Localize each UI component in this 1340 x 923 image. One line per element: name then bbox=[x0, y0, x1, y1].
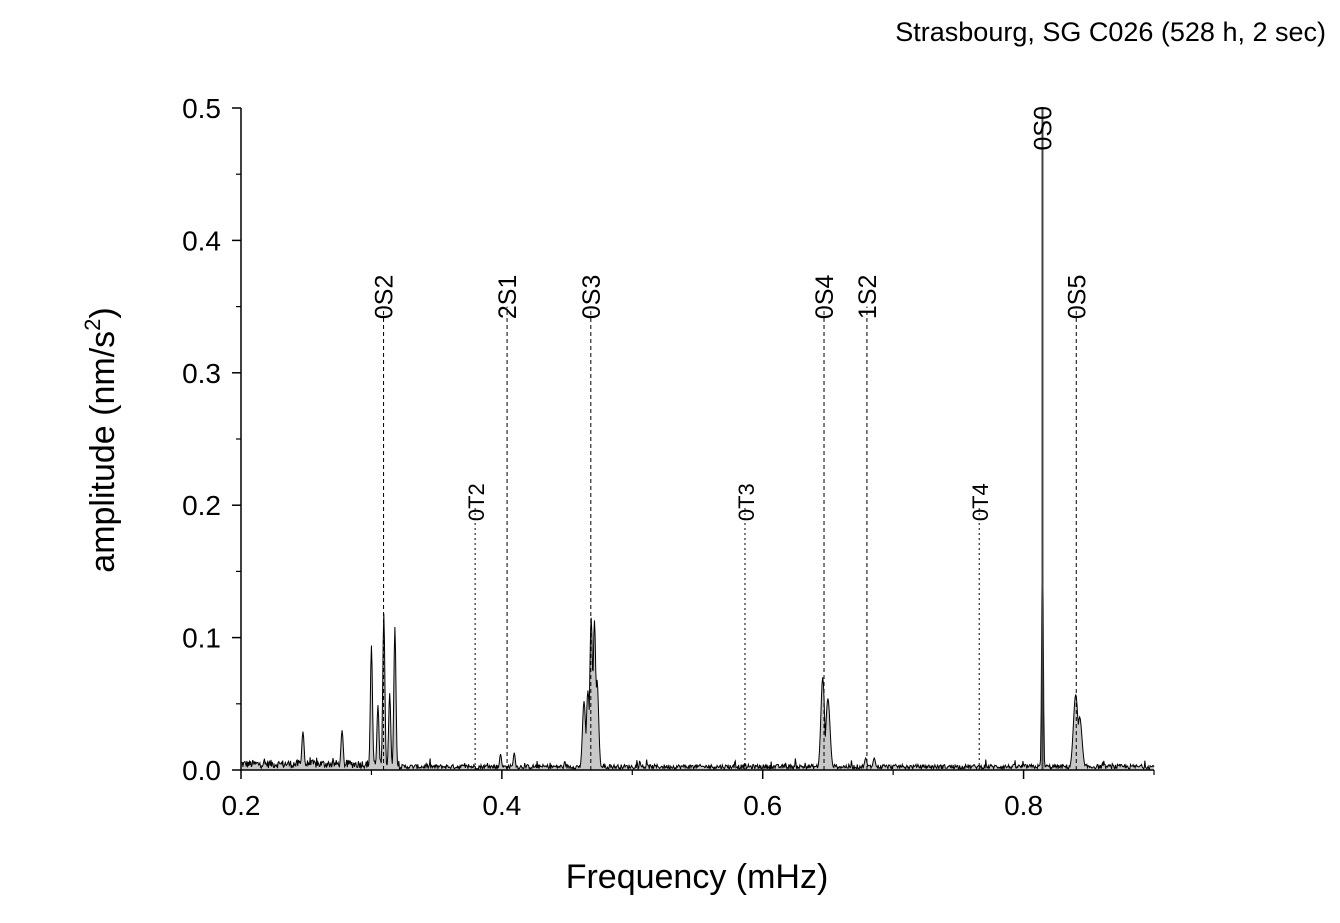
mode-label-0s0: 0S0 bbox=[1029, 106, 1057, 150]
mode-label-0t2: 0T2 bbox=[464, 483, 489, 521]
y-tick-label: 0.5 bbox=[182, 93, 221, 124]
y-tick-label: 0.0 bbox=[182, 755, 221, 786]
y-tick-label: 0.1 bbox=[182, 623, 221, 654]
y-tick-label: 0.2 bbox=[182, 490, 221, 521]
mode-label-1s2: 1S2 bbox=[854, 275, 882, 319]
x-tick-label: 0.2 bbox=[222, 790, 261, 821]
y-axis-title: amplitude (nm/s2) bbox=[80, 307, 122, 572]
spectrum-line bbox=[240, 531, 1155, 771]
x-tick-label: 0.6 bbox=[743, 790, 782, 821]
mode-label-0s3: 0S3 bbox=[578, 275, 606, 319]
spectrum-fill bbox=[241, 531, 1154, 770]
y-tick-label: 0.4 bbox=[182, 225, 221, 256]
y-tick-label: 0.3 bbox=[182, 358, 221, 389]
x-tick-label: 0.8 bbox=[1004, 790, 1043, 821]
y-axis-title-close: ) bbox=[84, 307, 122, 318]
x-tick-label: 0.4 bbox=[482, 790, 521, 821]
y-axis-title-superscript: 2 bbox=[80, 319, 105, 331]
mode-label-0t4: 0T4 bbox=[968, 483, 993, 521]
mode-label-0s2: 0S2 bbox=[371, 275, 399, 319]
mode-label-0t3: 0T3 bbox=[734, 483, 759, 521]
y-axis-title-main: amplitude (nm/s bbox=[84, 331, 122, 573]
x-axis-title: Frequency (mHz) bbox=[566, 858, 829, 896]
mode-label-2s1: 2S1 bbox=[494, 275, 522, 319]
mode-label-0s5: 0S5 bbox=[1063, 275, 1091, 319]
chart-title: Strasbourg, SG C026 (528 h, 2 sec) bbox=[895, 17, 1326, 47]
mode-label-0s4: 0S4 bbox=[811, 275, 839, 320]
